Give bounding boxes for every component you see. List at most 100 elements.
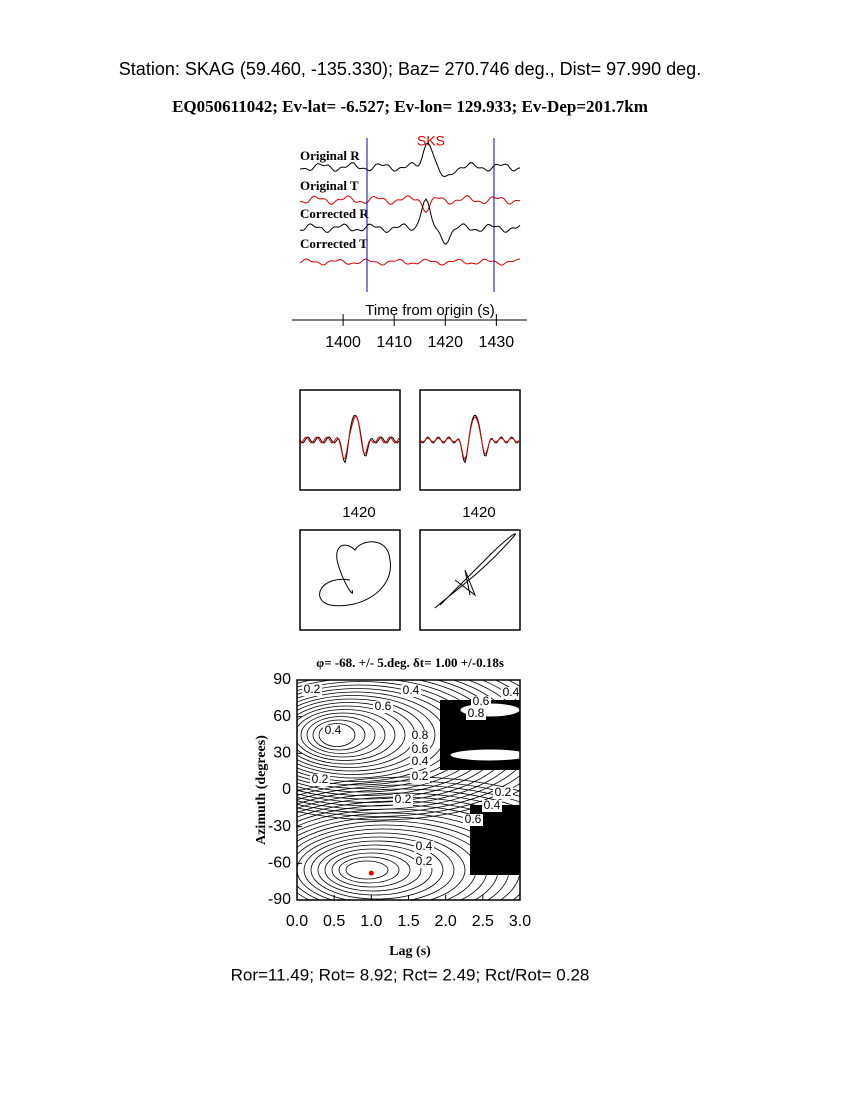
y-axis-label: Azimuth (degrees) bbox=[254, 735, 269, 845]
contour-label-bg bbox=[410, 730, 430, 742]
waveform bbox=[299, 195, 520, 214]
x-tick-label: 1.5 bbox=[397, 913, 419, 930]
y-tick-label: -60 bbox=[268, 855, 291, 872]
contour bbox=[300, 712, 386, 758]
x-tick-label: 1420 bbox=[427, 334, 463, 351]
contour bbox=[297, 709, 396, 761]
contour bbox=[297, 776, 520, 792]
station-line: Station: SKAG (59.460, -135.330); Baz= 2… bbox=[119, 59, 701, 79]
trace-label: Original T bbox=[300, 178, 359, 193]
trace-label: Original R bbox=[300, 148, 360, 163]
footer: Ror=11.49; Rot= 8.92; Rct= 2.49; Rct/Rot… bbox=[231, 965, 590, 984]
contour bbox=[338, 856, 400, 884]
contour-label: 0.4 bbox=[503, 685, 520, 699]
x-tick-label: 1420 bbox=[342, 504, 375, 521]
contour-label: 0.4 bbox=[416, 839, 433, 853]
contour bbox=[297, 828, 477, 900]
x-tick-label: 1430 bbox=[479, 334, 515, 351]
grid-search: 0.2 0.40.60.40.6 0.80.4 0.80.60.40.20.20.2 0… bbox=[268, 671, 531, 930]
y-tick-label: 90 bbox=[273, 671, 291, 688]
contour-label: 0.6 bbox=[465, 812, 482, 826]
contour-label: 0.4 bbox=[403, 683, 420, 697]
contour bbox=[297, 788, 520, 809]
contour-label: 0.8 bbox=[412, 728, 429, 742]
waveform bbox=[299, 258, 521, 266]
contour-label: 0.4 bbox=[325, 723, 342, 737]
contour bbox=[297, 680, 520, 807]
contour-label: 0.6 bbox=[473, 694, 490, 708]
contour-label: 0.2 bbox=[312, 772, 329, 786]
contour bbox=[297, 680, 516, 803]
contour-label-bg bbox=[401, 685, 421, 697]
waveform bbox=[419, 416, 520, 461]
contour bbox=[345, 860, 389, 880]
x-tick-label: 1.0 bbox=[360, 913, 382, 930]
time-axis-label: Time from origin (s) bbox=[365, 302, 494, 319]
contour bbox=[312, 719, 366, 751]
x-tick-label: 1410 bbox=[376, 334, 412, 351]
contour bbox=[297, 680, 520, 814]
contour-label-bg bbox=[414, 856, 434, 868]
contour-label-bg bbox=[373, 701, 393, 713]
x-tick-label: 1420 bbox=[462, 504, 495, 521]
contour-label-bg bbox=[393, 794, 413, 806]
contour bbox=[297, 688, 456, 782]
x-tick-label: 3.0 bbox=[509, 913, 531, 930]
particle-path bbox=[319, 541, 391, 607]
contour bbox=[297, 792, 520, 815]
contour-label: 0.2 bbox=[412, 769, 429, 783]
x-axis-label: Lag (s) bbox=[389, 944, 431, 959]
event-line: EQ050611042; Ev-lat= -6.527; Ev-lon= 129… bbox=[172, 97, 648, 116]
contour bbox=[297, 820, 499, 900]
contour-label-bg bbox=[471, 696, 491, 708]
contour-label: 0.6 bbox=[375, 699, 392, 713]
contour-label: 0.4 bbox=[484, 798, 501, 812]
contour-label-bg bbox=[323, 725, 343, 737]
contour bbox=[297, 680, 520, 821]
waveform bbox=[299, 198, 521, 245]
contour bbox=[297, 681, 476, 789]
grid-search-title: φ= -68. +/- 5.deg. δt= 1.00 +/-0.18s bbox=[316, 655, 504, 670]
contour-label-bg bbox=[466, 708, 486, 720]
x-tick-label: 1400 bbox=[325, 334, 361, 351]
contour-label: 0.8 bbox=[468, 706, 485, 720]
waveform bbox=[300, 142, 521, 178]
panel bbox=[419, 389, 521, 491]
contour bbox=[297, 832, 466, 900]
contour bbox=[324, 848, 422, 892]
best-fit bbox=[368, 870, 374, 876]
y-tick-label: 0 bbox=[282, 781, 291, 798]
contour bbox=[297, 680, 496, 796]
contour-label: 0.2 bbox=[495, 785, 512, 799]
contour-label: 0.2 bbox=[416, 854, 433, 868]
contour-label: 0.2 bbox=[304, 682, 321, 696]
contour bbox=[297, 684, 466, 786]
contour-label: 0.2 bbox=[395, 792, 412, 806]
particle-path bbox=[434, 533, 516, 609]
contour-label-bg bbox=[410, 756, 430, 768]
y-tick-label: 60 bbox=[273, 708, 291, 725]
contour bbox=[297, 680, 520, 817]
panel bbox=[419, 529, 521, 631]
contour-label-bg bbox=[463, 814, 483, 826]
contour bbox=[297, 680, 520, 810]
x-tick-label: 0.0 bbox=[286, 913, 308, 930]
contour bbox=[297, 695, 436, 775]
y-tick-label: -90 bbox=[268, 891, 291, 908]
contour bbox=[303, 836, 455, 900]
contour bbox=[297, 680, 486, 793]
contour-label-bg bbox=[482, 800, 502, 812]
contour-label: 0.6 bbox=[412, 742, 429, 756]
contour bbox=[306, 716, 376, 754]
x-tick-label: 2.0 bbox=[435, 913, 457, 930]
contour-label-bg bbox=[410, 744, 430, 756]
y-tick-label: 30 bbox=[273, 745, 291, 762]
contour bbox=[449, 748, 520, 762]
traces: Original R Original T Corrected R Corrected… bbox=[299, 138, 521, 292]
contour-label-bg bbox=[501, 687, 521, 699]
y-tick-label: -30 bbox=[268, 818, 291, 835]
contour bbox=[318, 723, 356, 747]
contour-label-bg bbox=[310, 774, 330, 786]
